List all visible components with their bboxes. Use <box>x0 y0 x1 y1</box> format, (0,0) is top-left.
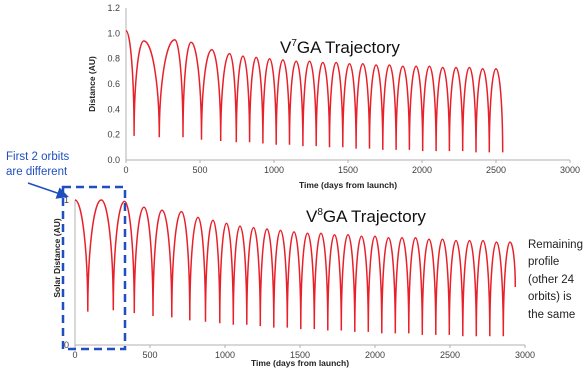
y-tick-label: 1 <box>64 195 69 205</box>
x-tick-label: 2500 <box>440 350 460 360</box>
y-tick-label: 1.2 <box>107 3 120 13</box>
y-axis-label: Distance (AU) <box>87 56 97 112</box>
y-tick-label: 0.6 <box>107 79 120 89</box>
x-tick-label: 3000 <box>515 350 535 360</box>
annotation-text-line: (other 24 <box>528 274 575 286</box>
x-tick-label: 1000 <box>264 165 284 175</box>
x-tick-label: 1000 <box>215 350 235 360</box>
annotation-first-orbits: First 2 orbits are different <box>6 151 127 351</box>
x-tick-label: 1500 <box>338 165 358 175</box>
annotation-text-line: Remaining <box>528 239 583 251</box>
annotation-text-line: are different <box>6 166 68 178</box>
x-tick-labels: 0 500 1000 1500 2000 2500 3000 <box>72 345 535 360</box>
y-tick-label: 0.8 <box>107 54 120 64</box>
series-line-solar-distance <box>74 199 517 337</box>
x-tick-label: 2500 <box>486 165 506 175</box>
annotation-text-line: the same <box>528 309 575 321</box>
series-line-distance <box>125 30 504 153</box>
y-tick-label: 1.0 <box>107 28 120 38</box>
x-axis-label: Time (days from launch) <box>251 358 349 368</box>
y-tick-label: 0.0 <box>107 155 120 165</box>
annotation-text-line: orbits) is <box>528 291 572 303</box>
x-tick-label: 500 <box>192 165 207 175</box>
y-axis-label: Solar Distance (AU) <box>52 218 62 298</box>
annotation-text-line: First 2 orbits <box>6 151 70 163</box>
annotation-arrow <box>27 182 69 199</box>
y-tick-labels: 01 <box>64 195 69 350</box>
x-tick-label: 500 <box>142 350 157 360</box>
highlight-box <box>61 185 127 351</box>
x-tick-label: 0 <box>123 165 128 175</box>
chart-title: V8GA Trajectory <box>306 207 426 226</box>
y-tick-label: 0.2 <box>107 130 120 140</box>
chart-title: V7GA Trajectory <box>280 38 400 57</box>
x-axis-label: Time (days from launch) <box>299 180 397 190</box>
chart-v8ga: 01 0 500 1000 1500 2000 2500 3000 V8GA Traject… <box>52 195 535 368</box>
x-tick-labels: 0 500 1000 1500 2000 2500 3000 <box>123 160 580 175</box>
x-tick-label: 2000 <box>365 350 385 360</box>
y-tick-label: 0.4 <box>107 104 120 114</box>
x-tick-label: 3000 <box>560 165 580 175</box>
annotation-text-line: profile <box>528 256 559 268</box>
y-tick-label: 0 <box>64 340 69 350</box>
annotation-remaining-profile: Remaining profile (other 24 orbits) is t… <box>528 239 583 321</box>
chart-v7ga: 0.0 0.2 0.4 0.6 0.8 1.0 1.2 0 500 1000 1500 2000 25… <box>87 3 580 190</box>
x-tick-label: 0 <box>72 350 77 360</box>
x-tick-label: 1500 <box>290 350 310 360</box>
x-tick-label: 2000 <box>412 165 432 175</box>
y-tick-labels: 0.0 0.2 0.4 0.6 0.8 1.0 1.2 <box>107 3 120 165</box>
